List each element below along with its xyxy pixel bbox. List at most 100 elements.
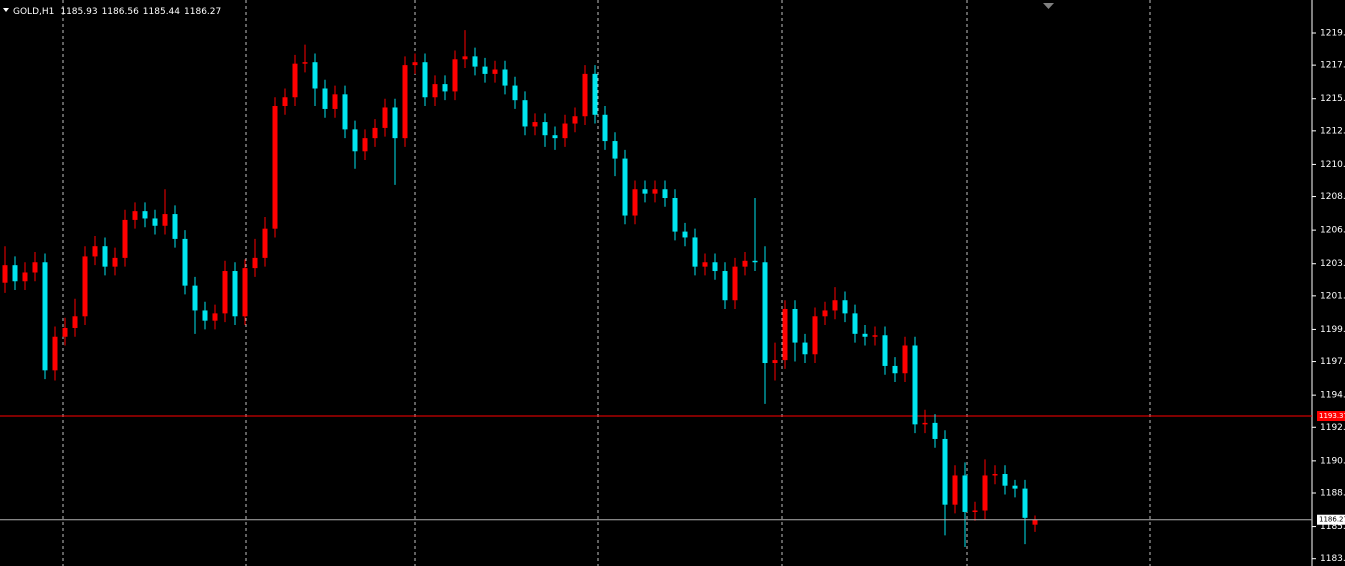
body <box>732 266 738 301</box>
body <box>282 97 288 107</box>
body <box>232 271 238 317</box>
y-tick-label: 1203.8 <box>1320 259 1345 269</box>
body <box>342 94 348 130</box>
body <box>72 316 78 328</box>
body <box>1032 519 1038 525</box>
body <box>972 510 978 512</box>
body <box>802 342 808 355</box>
body <box>382 107 388 128</box>
body <box>372 127 378 139</box>
body <box>952 475 958 505</box>
symbol: GOLD,H1 <box>13 7 54 17</box>
body <box>962 475 968 512</box>
body <box>22 272 28 282</box>
body <box>512 85 518 101</box>
header-close: 1186.27 <box>184 7 221 17</box>
body <box>502 69 508 86</box>
body <box>722 271 728 301</box>
body <box>102 246 108 267</box>
body <box>42 262 48 371</box>
body <box>532 122 538 127</box>
body <box>602 114 608 142</box>
header-open: 1185.93 <box>60 7 97 17</box>
body <box>212 313 218 321</box>
body <box>762 262 768 364</box>
body <box>322 88 328 109</box>
body <box>482 66 488 74</box>
header-high: 1186.56 <box>102 7 139 17</box>
body <box>222 271 228 314</box>
body <box>442 84 448 92</box>
y-tick-label: 1199.3 <box>1320 325 1345 335</box>
body <box>662 189 668 199</box>
body <box>2 265 8 283</box>
body <box>932 422 938 439</box>
body <box>392 107 398 139</box>
body <box>922 422 928 425</box>
bid-label-box <box>1317 514 1345 525</box>
body <box>432 84 438 98</box>
body <box>672 198 678 232</box>
y-tick-label: 1201.6 <box>1320 291 1345 301</box>
body <box>902 345 908 374</box>
y-tick-label: 1215.1 <box>1320 94 1345 104</box>
y-tick-label: 1190.3 <box>1320 456 1345 466</box>
body <box>192 285 198 311</box>
body <box>712 262 718 272</box>
body <box>912 345 918 425</box>
body <box>572 116 578 124</box>
y-tick-label: 1192.6 <box>1320 423 1345 433</box>
body <box>92 246 98 257</box>
body <box>632 189 638 216</box>
body <box>402 65 408 139</box>
body <box>1022 488 1028 518</box>
header: GOLD,H1 1185.93 1186.56 1185.44 1186.27 <box>13 7 221 17</box>
body <box>982 475 988 511</box>
body <box>522 100 528 127</box>
body <box>822 310 828 317</box>
body <box>152 218 158 226</box>
body <box>492 69 498 74</box>
body <box>462 56 468 60</box>
body <box>832 300 838 311</box>
body <box>112 257 118 267</box>
body <box>742 260 748 267</box>
header-low: 1185.44 <box>143 7 180 17</box>
body <box>882 335 888 366</box>
body <box>552 135 558 139</box>
body <box>312 62 318 89</box>
y-tick-label: 1210.6 <box>1320 160 1345 170</box>
body <box>162 214 168 226</box>
body <box>642 189 648 194</box>
body <box>122 219 128 258</box>
body <box>862 333 868 337</box>
body <box>242 268 248 317</box>
y-tick-label: 1183.6 <box>1320 554 1345 564</box>
y-tick-label: 1217.4 <box>1320 61 1345 71</box>
y-tick-label: 1194.8 <box>1320 391 1345 401</box>
body <box>892 365 898 374</box>
bid-label: 1186.27 <box>1319 516 1345 524</box>
body <box>752 260 758 263</box>
body <box>992 474 998 476</box>
symbol-arrow <box>3 8 9 12</box>
body <box>172 214 178 239</box>
body <box>1002 474 1008 486</box>
body <box>202 310 208 321</box>
body <box>472 56 478 67</box>
y-tick-label: 1185.8 <box>1320 522 1345 532</box>
body <box>872 335 878 337</box>
y-tick-label: 1208.4 <box>1320 192 1345 202</box>
y-tick-label: 1212.9 <box>1320 126 1345 136</box>
body <box>422 62 428 98</box>
body <box>702 262 708 267</box>
y-tick-label: 1197.1 <box>1320 357 1345 367</box>
body <box>12 265 18 282</box>
shift-marker <box>1043 3 1054 9</box>
body <box>942 438 948 505</box>
body <box>582 73 588 117</box>
body <box>792 308 798 343</box>
body <box>272 106 278 229</box>
body <box>142 211 148 219</box>
body <box>292 63 298 98</box>
